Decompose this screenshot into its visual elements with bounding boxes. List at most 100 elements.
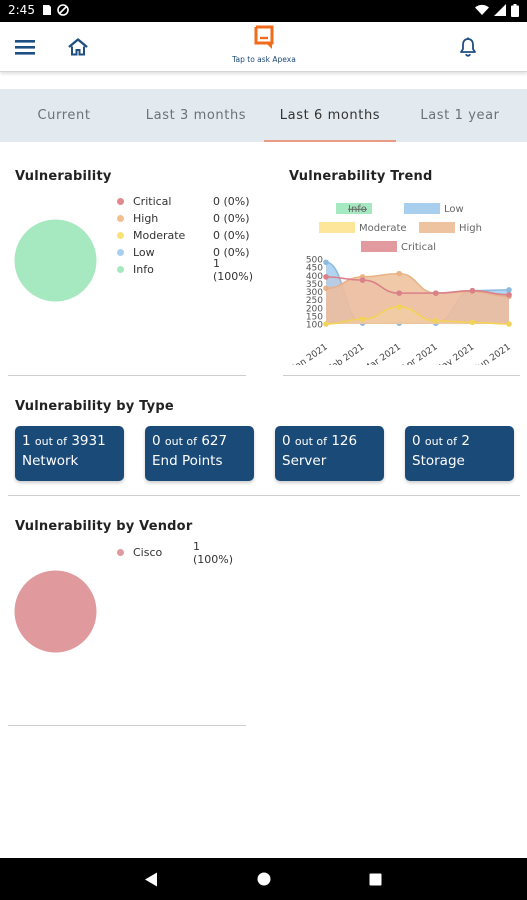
status-time: 2:45	[8, 3, 35, 17]
legend-item-low: Low 0 (0%)	[117, 244, 257, 261]
signal-icon	[494, 4, 506, 16]
do-not-disturb-icon	[57, 4, 69, 16]
battery-icon	[511, 4, 519, 17]
legend-dot	[117, 215, 124, 222]
type-card-server[interactable]: 0 out of 126 Server	[275, 426, 384, 481]
section-divider	[8, 725, 246, 726]
legend-dot	[117, 232, 124, 239]
vulnerability-legend: Critical 0 (0%) High 0 (0%) Moderate 0 (0%)…	[117, 193, 257, 283]
data-point-moderate	[359, 316, 366, 322]
data-point-critical	[323, 274, 329, 280]
menu-button[interactable]	[10, 32, 40, 62]
card-total: 627	[201, 433, 228, 449]
trend-legend-label: Info	[348, 204, 367, 215]
data-point-low	[506, 287, 512, 293]
card-of: out of	[34, 435, 68, 448]
legend-label: Info	[133, 263, 154, 276]
system-nav-bar	[0, 858, 527, 900]
legend-item-cisco: Cisco 1 (100%)	[117, 540, 237, 566]
sim-icon	[43, 5, 51, 15]
tab-label: Last 3 months	[145, 108, 247, 123]
trend-legend-label: High	[459, 223, 482, 234]
legend-label: Moderate	[133, 229, 186, 242]
vulnerability-pie-chart	[14, 219, 97, 302]
tab-last-1-year[interactable]: Last 1 year	[398, 89, 522, 142]
notifications-button[interactable]	[453, 32, 483, 62]
series-line-moderate	[325, 306, 510, 325]
by-vendor-title: Vulnerability by Vendor	[15, 519, 193, 534]
card-total: 2	[461, 433, 470, 449]
trend-legend-label: Critical	[401, 242, 436, 253]
data-point-critical	[433, 290, 439, 296]
x-tick-label: Jun 2021	[474, 342, 513, 365]
x-tick-label: Apr 2021	[400, 342, 440, 365]
series-area-high	[326, 273, 509, 324]
home-nav-icon[interactable]	[257, 872, 271, 886]
card-of: out of	[164, 435, 198, 448]
card-count: 0	[152, 433, 161, 449]
card-name: Server	[282, 453, 327, 469]
data-point-high	[396, 270, 402, 277]
status-bar: 2:45	[0, 0, 527, 22]
legend-value: 0 (0%)	[213, 195, 250, 208]
tab-current[interactable]: Current	[0, 89, 128, 142]
home-icon	[68, 38, 88, 56]
vulnerability-title: Vulnerability	[15, 169, 112, 184]
y-tick-label: 200	[306, 304, 323, 314]
type-card-end-points[interactable]: 0 out of 627 End Points	[145, 426, 254, 481]
series-area-moderate	[326, 306, 509, 324]
trend-legend-label: Moderate	[359, 223, 407, 234]
y-tick-label: 250	[306, 296, 323, 306]
data-point-moderate	[396, 304, 402, 310]
trend-legend-swatch	[404, 203, 440, 214]
y-tick-label: 350	[306, 280, 323, 290]
data-point-moderate	[506, 321, 512, 327]
card-name: Network	[22, 453, 79, 469]
card-count: 0	[412, 433, 421, 449]
series-line-high	[325, 272, 510, 298]
vendor-legend: Cisco 1 (100%)	[117, 540, 237, 566]
legend-value: 0 (0%)	[213, 229, 250, 242]
card-name: End Points	[152, 453, 223, 469]
data-point-high	[323, 285, 329, 292]
type-card-network[interactable]: 1 out of 3931 Network	[15, 426, 124, 481]
apexa-logo-icon	[254, 25, 274, 49]
home-button[interactable]	[63, 32, 93, 62]
type-card-storage[interactable]: 0 out of 2 Storage	[405, 426, 514, 481]
legend-item-info: Info 1 (100%)	[117, 257, 257, 283]
legend-label: Cisco	[133, 546, 163, 559]
tab-last-6-months[interactable]: Last 6 months	[264, 89, 396, 142]
data-point-moderate	[469, 319, 476, 326]
legend-label: Low	[133, 246, 155, 259]
tab-label: Last 6 months	[279, 108, 381, 123]
legend-value: 1 (100%)	[193, 539, 234, 566]
vulnerability-trend-chart: Info Low Moderate High Critical 5004504003503…	[291, 203, 513, 365]
legend-dot	[117, 198, 124, 205]
vendor-pie-chart	[14, 570, 97, 653]
card-total: 126	[331, 433, 358, 449]
card-count: 0	[282, 433, 291, 449]
data-point-critical	[359, 277, 366, 283]
recents-icon[interactable]	[369, 873, 382, 886]
tab-label: Current	[37, 108, 91, 123]
data-point-critical	[396, 290, 402, 296]
legend-value: 1 (100%)	[213, 256, 254, 283]
section-divider	[283, 375, 520, 376]
trend-legend-swatch	[336, 203, 372, 214]
bell-icon	[460, 37, 476, 57]
apexa-logo-button[interactable]: Tap to ask Apexa	[214, 24, 314, 70]
tab-last-3-months[interactable]: Last 3 months	[133, 89, 259, 142]
back-icon[interactable]	[144, 872, 158, 887]
section-divider	[8, 495, 520, 496]
card-total: 3931	[71, 433, 106, 449]
legend-value: 0 (0%)	[213, 246, 250, 259]
x-tick-label: Mar 2021	[362, 342, 403, 365]
data-point-critical	[469, 287, 476, 294]
trend-legend-swatch	[319, 222, 355, 233]
legend-label: Critical	[133, 195, 172, 208]
y-tick-label: 450	[306, 264, 323, 274]
card-name: Storage	[412, 453, 465, 469]
trend-legend-label: Low	[444, 204, 464, 215]
legend-dot	[117, 549, 124, 556]
trend-title: Vulnerability Trend	[289, 169, 433, 184]
